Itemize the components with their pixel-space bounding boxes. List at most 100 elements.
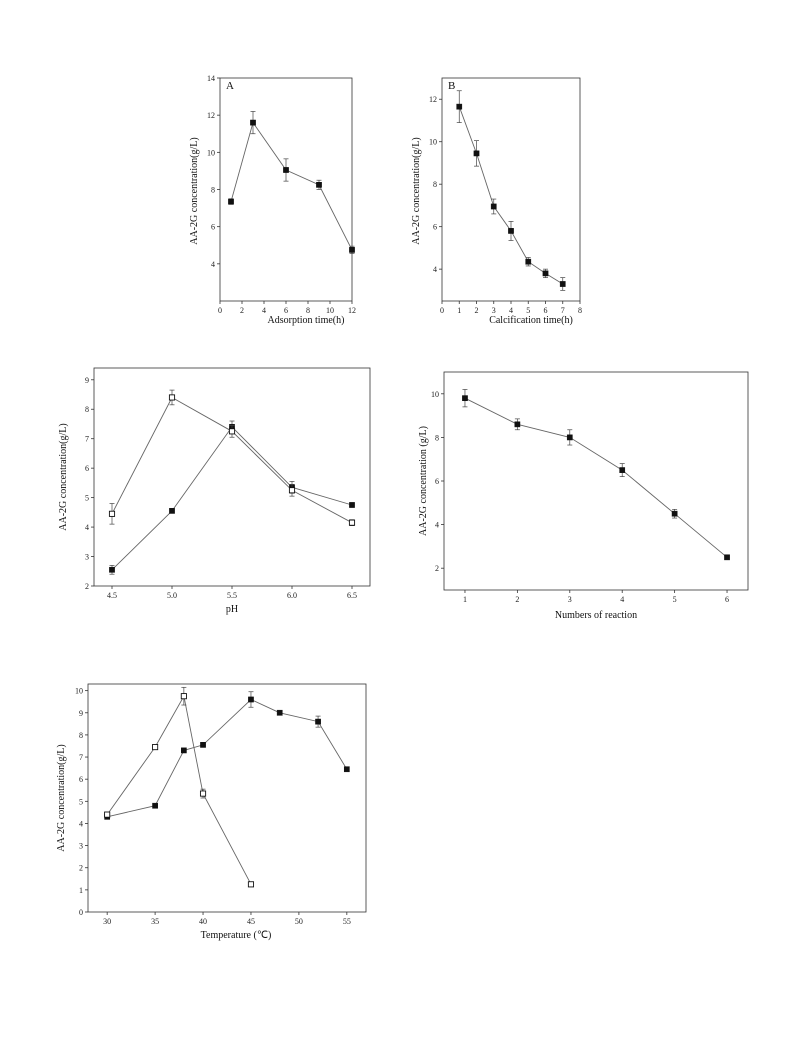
y-tick-label: 5	[85, 494, 89, 503]
chart-panel-temperature: Temperature (℃) AA-2G concentration(g/L)…	[50, 678, 375, 948]
data-point	[525, 258, 532, 265]
y-tick-label: 2	[85, 582, 89, 591]
x-tick-label: 55	[343, 917, 351, 926]
x-tick-label: 5.5	[227, 591, 237, 600]
data-point	[456, 103, 463, 110]
x-tick-label: 8	[578, 306, 582, 315]
x-tick-label: 6	[544, 306, 548, 315]
data-point	[199, 790, 207, 797]
data-point	[247, 881, 255, 888]
series-line	[107, 698, 348, 818]
x-tick-label: 6.0	[287, 591, 297, 600]
x-tick-label: 0	[218, 306, 222, 315]
x-axis-label: Adsorption time(h)	[268, 315, 345, 326]
x-tick-label: 6	[725, 595, 729, 604]
data-point	[248, 696, 254, 703]
data-point	[250, 119, 256, 126]
plot-frame	[87, 683, 367, 913]
data-point	[108, 510, 116, 517]
series-line	[230, 121, 353, 251]
x-tick-label: 35	[151, 917, 159, 926]
x-tick-label: 45	[247, 917, 255, 926]
y-tick-label: 5	[79, 797, 83, 806]
data-point	[490, 203, 497, 210]
data-point	[619, 467, 626, 473]
plot-frame	[441, 77, 581, 302]
data-point	[566, 434, 573, 441]
data-point	[349, 247, 355, 253]
x-tick-label: 12	[348, 306, 356, 315]
data-point	[724, 554, 730, 561]
data-point	[181, 747, 187, 754]
x-tick-label: 0	[440, 306, 444, 315]
panel-letter-b: B	[448, 80, 455, 92]
series-line	[106, 694, 252, 885]
plot-frame	[93, 367, 371, 587]
x-axis-label: pH	[226, 604, 238, 615]
plot-frame	[443, 371, 749, 591]
y-tick-label: 9	[79, 709, 83, 718]
chart-panel-a: A Adsorption time(h) AA-2G concentration…	[180, 66, 400, 336]
chart-panel-b: B Calcification time(h) AA-2G concentrat…	[402, 66, 632, 336]
y-axis-label: AA-2G concentration(g/L)	[189, 137, 200, 244]
series-line	[111, 396, 353, 524]
y-tick-label: 12	[429, 95, 437, 104]
data-point	[180, 693, 187, 700]
y-tick-label: 3	[79, 842, 83, 851]
data-point	[349, 502, 355, 508]
y-tick-label: 8	[85, 405, 89, 414]
data-point	[169, 508, 175, 514]
x-tick-label: 50	[295, 917, 303, 926]
x-axis-label: Numbers of reaction	[555, 610, 637, 621]
chart-temperature-svg: Temperature (℃) AA-2G concentration(g/L)…	[56, 683, 367, 941]
y-tick-label: 14	[207, 74, 215, 83]
x-tick-label: 5.0	[167, 591, 177, 600]
x-tick-label: 7	[561, 306, 565, 315]
data-point	[348, 519, 356, 526]
x-tick-label: 2	[515, 595, 519, 604]
data-point	[152, 744, 159, 751]
x-axis-label: Temperature (℃)	[201, 930, 272, 941]
data-point	[671, 510, 678, 517]
x-tick-label: 5	[526, 306, 530, 315]
data-point	[288, 487, 296, 494]
y-tick-label: 4	[79, 819, 83, 828]
data-point	[542, 270, 549, 277]
data-point	[514, 421, 521, 428]
data-point	[228, 428, 236, 435]
x-tick-label: 2	[240, 306, 244, 315]
y-axis-label: AA-2G concentration(g/L)	[411, 137, 422, 244]
data-point	[109, 566, 115, 573]
data-point	[276, 709, 283, 716]
x-axis-label: Calcification time(h)	[489, 315, 573, 326]
panel-letter-a: A	[226, 80, 234, 92]
y-tick-label: 7	[85, 435, 89, 444]
y-tick-label: 6	[435, 477, 439, 486]
chart-panel-reaction: Numbers of reaction AA-2G concentration …	[410, 360, 755, 630]
y-tick-label: 6	[211, 223, 215, 232]
data-point	[228, 198, 234, 205]
y-tick-label: 3	[85, 553, 89, 562]
y-tick-label: 0	[79, 908, 83, 917]
chart-ph-svg: pH AA-2G concentration(g/L) 4.5 5.0 5.5 6.0…	[58, 367, 371, 615]
series-line	[464, 397, 728, 558]
data-point	[508, 228, 514, 234]
data-point	[473, 150, 480, 157]
y-tick-label: 8	[79, 731, 83, 740]
y-tick-label: 2	[435, 564, 439, 573]
x-tick-label: 3	[568, 595, 572, 604]
x-tick-label: 1	[463, 595, 467, 604]
chart-panel-ph: pH AA-2G concentration(g/L) 4.5 5.0 5.5 6.0…	[50, 360, 380, 635]
series-line	[111, 426, 353, 571]
y-tick-label: 10	[431, 390, 439, 399]
y-tick-label: 9	[85, 376, 89, 385]
y-tick-label: 12	[207, 111, 215, 120]
y-axis-label: AA-2G concentration(g/L)	[56, 744, 67, 851]
data-point	[104, 811, 111, 818]
data-point	[200, 742, 206, 748]
y-tick-label: 1	[79, 886, 83, 895]
data-point	[559, 281, 566, 287]
y-tick-label: 10	[207, 148, 215, 157]
y-tick-label: 8	[211, 186, 215, 195]
x-tick-label: 10	[326, 306, 334, 315]
